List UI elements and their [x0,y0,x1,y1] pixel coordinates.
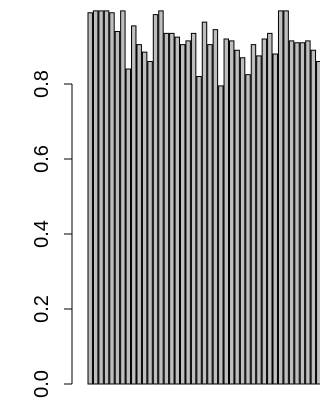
bar-29 [239,57,246,385]
bar-39 [294,42,300,385]
bar-15 [163,32,170,385]
bar-8 [125,68,132,385]
bar-36 [277,10,284,385]
bar-6 [114,31,121,385]
bar-5 [109,12,115,385]
bar-22 [201,21,208,385]
bar-41 [305,40,311,385]
bar-37 [283,10,289,385]
bars-group [87,10,320,385]
bar-35 [272,53,278,385]
bar-25 [218,85,224,385]
bar-43 [316,61,320,385]
bar-13 [152,14,159,385]
bar-7 [120,10,126,385]
bar-34 [267,32,273,385]
bar-21 [196,76,202,385]
bar-23 [207,44,213,385]
y-tick-label: 0.8 [31,70,53,98]
bar-3 [98,10,104,385]
bar-4 [103,10,110,385]
bar-28 [234,49,240,385]
bar-2 [92,10,99,385]
y-axis: 0.0 0.2 0.4 0.6 0.8 [31,70,73,398]
bar-12 [147,61,153,385]
y-tick-label: 0.4 [31,220,53,248]
bar-40 [299,42,306,385]
bar-24 [212,29,219,385]
y-tick-label: 0.2 [31,295,53,323]
bar-10 [136,44,142,385]
y-tick-label: 0.0 [31,370,53,398]
bar-27 [228,40,235,385]
bar-11 [141,51,148,385]
bar-38 [288,40,295,385]
bar-14 [158,10,164,385]
bar-9 [131,25,137,385]
bar-31 [250,44,257,385]
bar-19 [185,40,191,385]
bar-18 [180,44,186,385]
bar-30 [245,74,251,385]
bar-26 [223,38,229,385]
bar-16 [169,32,175,385]
bar-32 [256,55,262,385]
bar-1 [87,12,93,385]
bar-17 [174,36,181,385]
bar-42 [310,49,317,385]
y-tick-label: 0.6 [31,145,53,173]
bar-20 [190,32,197,385]
bar-33 [261,38,268,385]
